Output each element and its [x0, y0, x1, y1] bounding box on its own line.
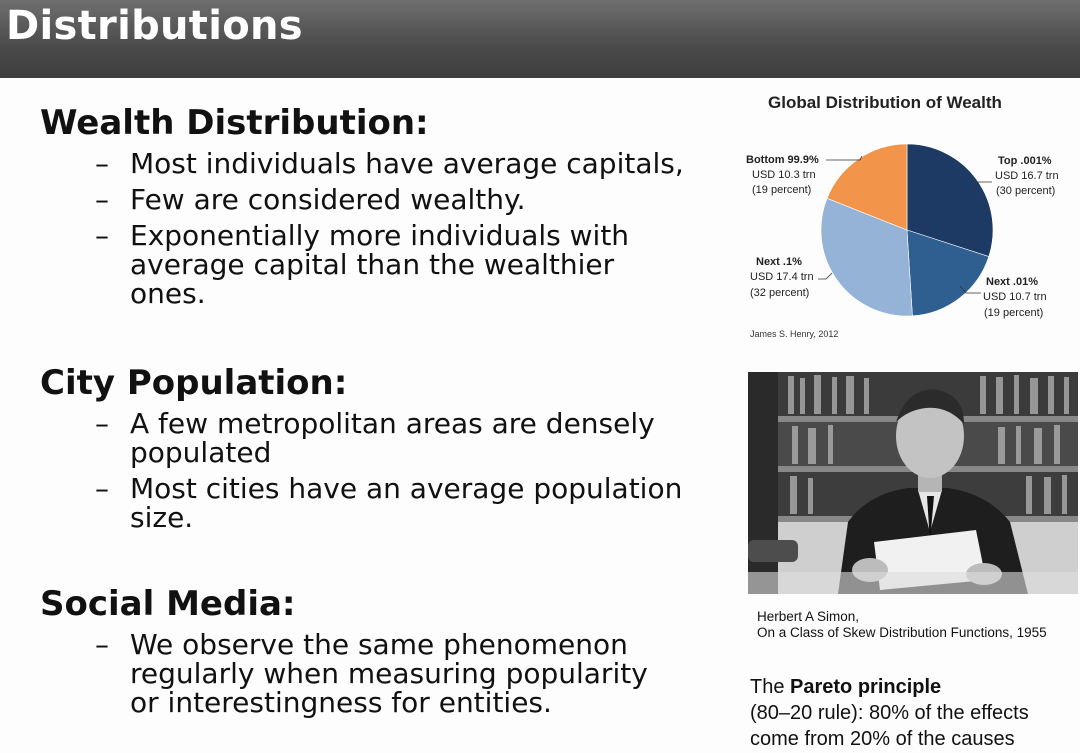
bullet-list: – We observe the same phenomenon regularl…: [40, 630, 670, 717]
pie-slices: [820, 143, 994, 317]
slice-label-share: (32 percent): [750, 287, 809, 299]
pie-slice-3: [826, 143, 908, 231]
leader-lines: [818, 155, 992, 294]
bullet-dash: –: [95, 147, 109, 180]
bullet-item: – We observe the same phenomenon regularl…: [40, 630, 670, 717]
pareto-note: The Pareto principle (80–20 rule): 80% o…: [750, 674, 1075, 752]
pie-slice-1: [906, 229, 990, 317]
bullet-item: – A few metropolitan areas are densely po…: [40, 409, 690, 467]
section-wealth: Wealth Distribution: – Most individuals h…: [40, 104, 730, 308]
pareto-text: (80–20 rule): 80% of the effects come fr…: [750, 702, 1029, 750]
bullet-text: A few metropolitan areas are densely pop…: [130, 407, 655, 469]
portrait-image: [748, 372, 1078, 594]
pie-slice-0: [906, 143, 994, 257]
slice-label-name: Top .001%: [998, 155, 1052, 167]
leader-line: [973, 181, 992, 191]
bullet-item: – Most cities have an average population …: [40, 474, 710, 532]
slice-label-share: (19 percent): [984, 307, 1043, 319]
bullet-dash: –: [95, 407, 109, 440]
bullet-dash: –: [95, 628, 109, 661]
section-heading: Wealth Distribution:: [40, 103, 429, 143]
herbert-simon-photo: [748, 372, 1078, 594]
leader-line: [818, 272, 833, 280]
caption-line-name: Herbert A Simon,: [757, 609, 860, 624]
slice-label-amount: USD 10.7 trn: [983, 291, 1047, 303]
bullet-item: – Few are considered wealthy.: [40, 185, 730, 214]
bullet-list: – Most individuals have average capitals,…: [40, 149, 730, 308]
bullet-text: Exponentially more individuals with aver…: [130, 219, 630, 310]
slice-label-amount: USD 16.7 trn: [995, 170, 1059, 182]
leader-line: [826, 155, 863, 161]
pareto-prefix: The: [750, 676, 791, 698]
bullet-dash: –: [95, 219, 109, 252]
bullet-list: – A few metropolitan areas are densely po…: [40, 409, 710, 532]
chart-source: James S. Henry, 2012: [750, 329, 839, 339]
slice-label-name: Bottom 99.9%: [746, 154, 819, 166]
caption-line-citation: On a Class of Skew Distribution Function…: [757, 625, 1047, 640]
section-heading: Social Media:: [40, 584, 296, 624]
slice-label-share: (30 percent): [996, 185, 1055, 197]
bullet-text: Most individuals have average capitals,: [130, 147, 684, 180]
pareto-title: Pareto principle: [790, 676, 942, 698]
section-heading: City Population:: [40, 363, 348, 403]
bullet-dash: –: [95, 183, 109, 216]
photo-caption: Herbert A Simon, On a Class of Skew Dist…: [757, 609, 1047, 641]
bullet-text: We observe the same phenomenon regularly…: [130, 628, 648, 719]
bullet-dash: –: [95, 472, 109, 505]
chart-title: Global Distribution of Wealth: [768, 93, 1002, 112]
slide-header: Distributions: [0, 0, 1080, 78]
bullet-item: – Exponentially more individuals with ave…: [40, 221, 670, 308]
pie-slice-2: [820, 197, 913, 317]
slice-label-name: Next .1%: [756, 256, 802, 268]
leader-line: [959, 285, 981, 294]
slice-label-share: (19 percent): [752, 184, 811, 196]
bullet-item: – Most individuals have average capitals,: [40, 149, 730, 178]
bullet-text: Few are considered wealthy.: [130, 183, 526, 216]
section-social-media: Social Media: – We observe the same pheno…: [40, 585, 670, 717]
slice-label-name: Next .01%: [986, 276, 1038, 288]
slice-label-amount: USD 10.3 trn: [752, 169, 816, 181]
slide-title: Distributions: [6, 3, 303, 49]
slice-label-amount: USD 17.4 trn: [750, 271, 814, 283]
wealth-pie-chart: Bottom 99.9% USD 10.3 trn (19 percent) T…: [746, 143, 1059, 319]
bullet-text: Most cities have an average population s…: [130, 472, 683, 534]
section-city: City Population: – A few metropolitan are…: [40, 364, 710, 532]
